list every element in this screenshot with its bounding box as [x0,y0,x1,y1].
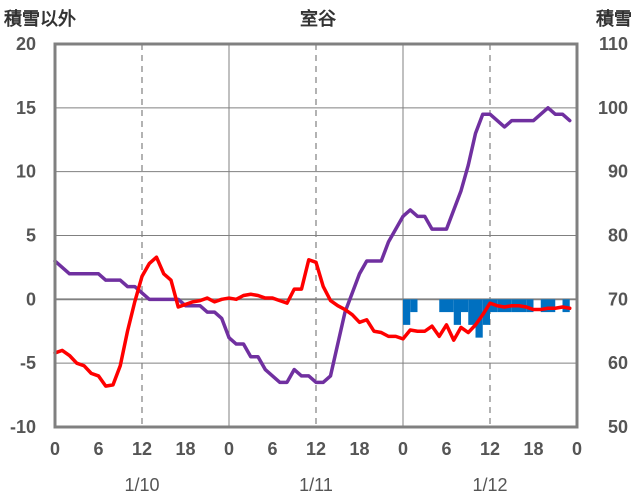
left-tick-label: -10 [10,417,36,437]
x-tick-label: 18 [349,439,369,459]
purple-series-line [53,106,572,385]
x-tick-label: 6 [441,439,451,459]
x-axis-ticks: 0 6 12 18 0 6 12 18 0 6 12 18 0 [50,439,582,459]
left-tick-label: 20 [16,34,36,54]
snowfall-bar [526,299,534,313]
x-tick-label: 0 [398,439,408,459]
right-axis-ticks: 110 100 90 80 70 60 50 [598,34,628,437]
right-tick-label: 100 [598,98,628,118]
snowfall-bar [439,299,447,313]
gridlines [55,43,577,428]
x-tick-label: 0 [572,439,582,459]
x-tick-label: 12 [132,439,152,459]
red-series-line [53,255,572,388]
left-tick-label: 5 [26,226,36,246]
right-tick-label: 90 [608,162,628,182]
right-tick-label: 50 [608,417,628,437]
right-tick-label: 80 [608,226,628,246]
x-tick-label: 6 [267,439,277,459]
x-tick-label: 6 [93,439,103,459]
chart-title: 室谷 [300,8,337,30]
line-series [53,106,572,388]
plot-border [53,42,579,429]
right-tick-label: 60 [608,353,628,373]
snowfall-bar [453,299,461,325]
snowfall-bar [403,299,411,325]
left-axis-ticks: 20 15 10 5 0 -5 -10 [10,34,36,437]
left-tick-label: 15 [16,98,36,118]
x-tick-label: 12 [306,439,326,459]
left-axis-label: 積雪以外 [3,8,76,30]
left-tick-label: 10 [16,162,36,182]
right-tick-label: 70 [608,289,628,309]
right-tick-label: 110 [599,34,628,54]
snowfall-bar [540,299,548,313]
bar-series [403,299,570,338]
plot-frame [53,42,579,429]
snowfall-bar [446,299,454,313]
snowfall-bar [548,299,556,313]
snowfall-bar [461,299,469,313]
left-tick-label: -5 [20,353,36,373]
snowfall-bar [562,299,570,313]
snowfall-bar [468,299,476,325]
x-tick-label: 0 [50,439,60,459]
x-tick-label: 0 [224,439,234,459]
date-labels: 1/10 1/11 1/12 [124,475,507,495]
right-axis-label: 積雪 [595,8,632,30]
date-label: 1/10 [124,475,159,495]
left-tick-label: 0 [26,289,36,309]
x-tick-label: 18 [175,439,195,459]
snowfall-bar [410,299,418,313]
x-tick-label: 18 [523,439,543,459]
date-label: 1/12 [472,475,507,495]
date-label: 1/11 [299,475,333,495]
x-tick-label: 12 [480,439,500,459]
